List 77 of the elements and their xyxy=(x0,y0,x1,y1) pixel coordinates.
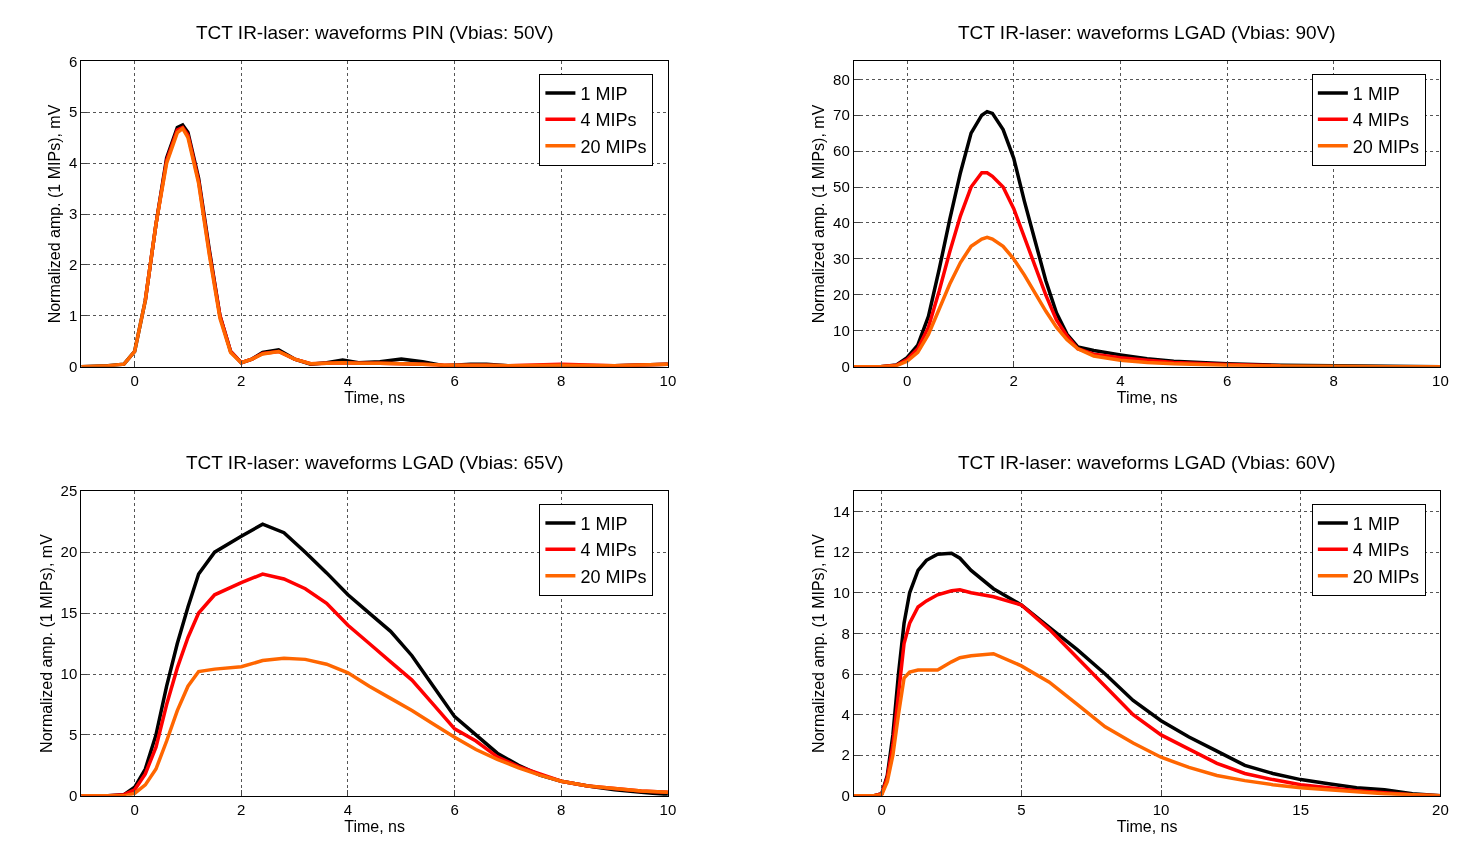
chart-title: TCT IR-laser: waveforms LGAD (Vbias: 60V) xyxy=(958,452,1336,473)
y-tick-label: 20 xyxy=(833,286,850,304)
x-axis-title: Time, ns xyxy=(1116,817,1178,835)
legend-label: 1 MIP xyxy=(1352,513,1400,534)
y-tick-label: 5 xyxy=(68,726,78,744)
y-axis-title: Normalized amp. (1 MIPs), mV xyxy=(45,104,63,324)
x-tick-label: 8 xyxy=(557,800,566,818)
y-tick-label: 30 xyxy=(833,250,850,268)
y-tick-label: 10 xyxy=(60,665,78,683)
y-tick-label: 70 xyxy=(833,106,850,124)
x-axis-title: Time, ns xyxy=(344,817,405,835)
x-tick-label: 4 xyxy=(343,371,353,389)
y-tick-label: 2 xyxy=(68,256,78,274)
y-tick-label: 0 xyxy=(68,357,78,375)
y-tick-label: 40 xyxy=(833,214,850,232)
legend-label: 1 MIP xyxy=(580,513,628,534)
legend-label: 4 MIPs xyxy=(1352,540,1409,561)
legend-label: 20 MIPs xyxy=(580,566,647,587)
y-tick-label: 14 xyxy=(833,502,850,520)
x-tick-label: 0 xyxy=(130,371,139,389)
legend-label: 4 MIPs xyxy=(1352,110,1409,131)
y-tick-label: 20 xyxy=(60,543,78,561)
x-tick-label: 6 xyxy=(450,800,459,818)
chart-title: TCT IR-laser: waveforms LGAD (Vbias: 65V) xyxy=(186,452,564,473)
x-axis-title: Time, ns xyxy=(1116,388,1178,406)
y-tick-label: 0 xyxy=(68,787,78,805)
x-tick-label: 0 xyxy=(877,800,886,818)
y-axis-title: Normalized amp. (1 MIPs), mV xyxy=(37,533,55,753)
x-tick-label: 0 xyxy=(902,371,912,389)
y-tick-label: 0 xyxy=(841,787,850,805)
y-tick-label: 10 xyxy=(833,584,850,602)
y-tick-label: 10 xyxy=(833,322,850,340)
x-tick-label: 8 xyxy=(1329,371,1338,389)
x-tick-label: 20 xyxy=(1432,800,1449,818)
y-tick-label: 0 xyxy=(841,357,850,375)
x-tick-label: 10 xyxy=(1432,371,1449,389)
x-axis-title: Time, ns xyxy=(344,388,405,406)
x-tick-label: 8 xyxy=(557,371,566,389)
legend-label: 4 MIPs xyxy=(580,110,637,131)
y-tick-label: 6 xyxy=(68,52,78,70)
y-tick-label: 5 xyxy=(68,103,78,121)
chart-title: TCT IR-laser: waveforms PIN (Vbias: 50V) xyxy=(196,22,554,43)
y-tick-label: 25 xyxy=(60,482,78,500)
x-tick-label: 5 xyxy=(1017,800,1026,818)
x-tick-label: 10 xyxy=(659,800,677,818)
x-tick-label: 10 xyxy=(1152,800,1170,818)
x-tick-label: 4 xyxy=(1116,371,1125,389)
y-tick-label: 12 xyxy=(833,543,850,561)
legend-label: 20 MIPs xyxy=(580,136,647,157)
legend-label: 20 MIPs xyxy=(1352,136,1419,157)
legend-label: 4 MIPs xyxy=(580,540,637,561)
y-tick-label: 3 xyxy=(68,205,78,223)
chart-title: TCT IR-laser: waveforms LGAD (Vbias: 90V) xyxy=(958,22,1336,43)
y-tick-label: 60 xyxy=(833,142,850,160)
y-tick-label: 4 xyxy=(68,154,78,172)
legend-label: 1 MIP xyxy=(1352,83,1400,104)
y-tick-label: 1 xyxy=(68,307,78,325)
y-tick-label: 50 xyxy=(833,178,850,196)
y-tick-label: 4 xyxy=(841,705,850,723)
x-tick-label: 2 xyxy=(1009,371,1018,389)
x-tick-label: 15 xyxy=(1292,800,1310,818)
legend-label: 1 MIP xyxy=(580,83,628,104)
y-axis-title: Normalized amp. (1 MIPs), mV xyxy=(809,104,827,324)
x-tick-label: 2 xyxy=(237,371,246,389)
y-tick-label: 80 xyxy=(833,70,850,88)
x-tick-label: 6 xyxy=(450,371,459,389)
x-tick-label: 4 xyxy=(343,800,353,818)
x-tick-label: 0 xyxy=(130,800,139,818)
y-axis-title: Normalized amp. (1 MIPs), mV xyxy=(809,533,827,753)
x-tick-label: 10 xyxy=(659,371,677,389)
y-tick-label: 2 xyxy=(841,746,850,764)
x-tick-label: 6 xyxy=(1222,371,1232,389)
y-tick-label: 15 xyxy=(60,604,78,622)
y-tick-label: 8 xyxy=(841,624,850,642)
x-tick-label: 2 xyxy=(237,800,246,818)
y-tick-label: 6 xyxy=(841,665,850,683)
legend-label: 20 MIPs xyxy=(1352,566,1419,587)
